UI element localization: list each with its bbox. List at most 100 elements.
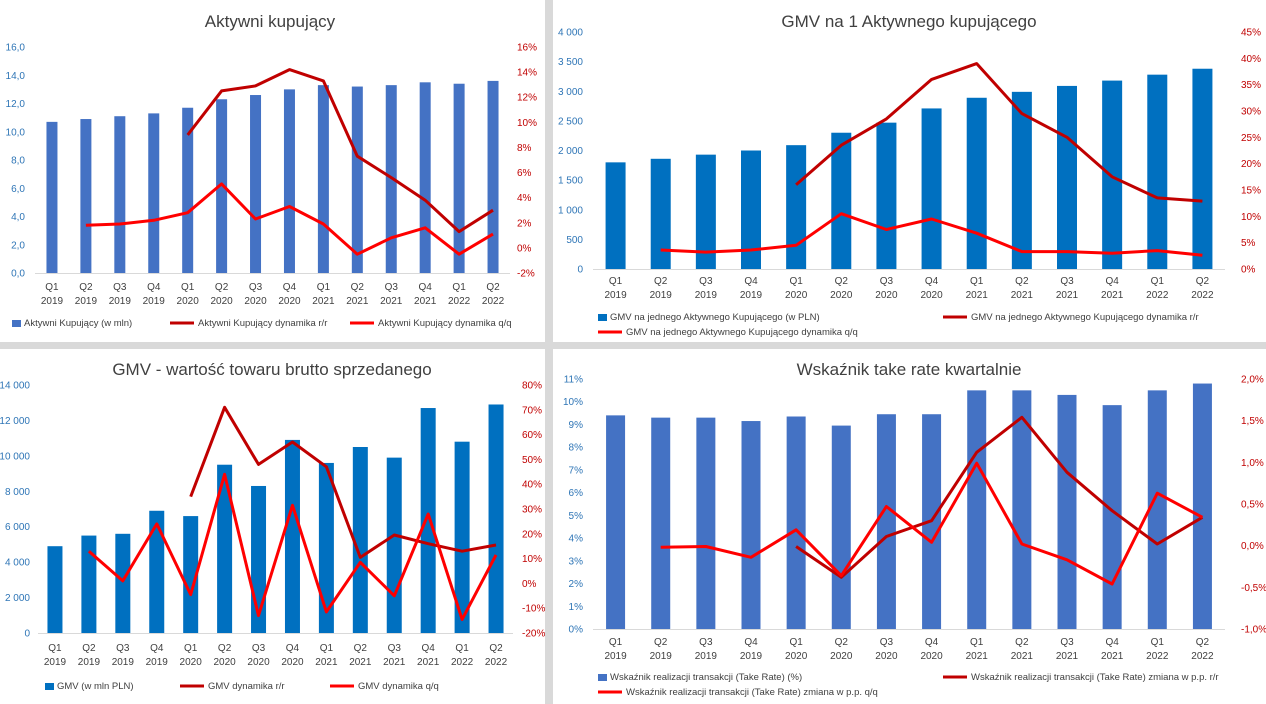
category-year-label: 2021 <box>383 657 406 668</box>
bar <box>352 447 368 633</box>
category-year-label: 2022 <box>485 657 508 668</box>
bar <box>1192 383 1212 629</box>
right-axis-tick: -1,0% <box>1241 625 1266 636</box>
legend-label: Wskaźnik realizacji transakcji (Take Rat… <box>626 687 878 698</box>
category-year-label: 2022 <box>451 657 474 668</box>
legend-label: GMV dynamika r/r <box>208 681 285 692</box>
left-axis-tick: 8 000 <box>5 487 30 498</box>
category-year-label: 2020 <box>785 651 808 662</box>
legend-label: GMV na jednego Aktywnego Kupującego dyna… <box>626 327 858 338</box>
bar <box>650 158 671 269</box>
category-quarter-label: Q3 <box>1060 637 1074 648</box>
category-year-label: 2019 <box>695 651 718 662</box>
left-axis-tick: 14 000 <box>0 381 30 392</box>
category-quarter-label: Q3 <box>116 643 130 654</box>
right-axis-tick: 25% <box>1241 133 1261 144</box>
category-quarter-label: Q2 <box>218 643 232 654</box>
left-axis-tick: 6% <box>569 488 584 499</box>
left-axis-tick: 0 <box>577 265 583 276</box>
category-year-label: 2021 <box>1101 651 1124 662</box>
legend-label: Aktywni Kupujący dynamika r/r <box>198 318 327 329</box>
category-quarter-label: Q2 <box>1015 276 1029 287</box>
category-quarter-label: Q1 <box>181 282 195 293</box>
category-year-label: 2021 <box>315 657 338 668</box>
category-year-label: 2019 <box>146 657 169 668</box>
category-quarter-label: Q3 <box>113 282 127 293</box>
left-axis-tick: 1 500 <box>558 176 583 187</box>
bar <box>351 86 363 273</box>
left-axis-tick: 2 000 <box>558 146 583 157</box>
right-axis-tick: 20% <box>1241 159 1261 170</box>
category-quarter-label: Q3 <box>699 276 713 287</box>
chart-title: Aktywni kupujący <box>205 12 336 31</box>
category-quarter-label: Q4 <box>283 282 297 293</box>
right-axis-tick: 10% <box>517 118 537 129</box>
bar <box>786 416 806 629</box>
left-axis-tick: 2% <box>569 579 584 590</box>
legend-label: GMV (w mln PLN) <box>57 681 134 692</box>
right-axis-tick: 1,5% <box>1241 416 1264 427</box>
line-yoy <box>795 62 1203 203</box>
right-axis-tick: 16% <box>517 43 537 54</box>
left-axis-tick: 10 000 <box>0 451 30 462</box>
left-axis-tick: 3% <box>569 556 584 567</box>
category-quarter-label: Q4 <box>744 276 758 287</box>
category-year-label: 2020 <box>875 651 898 662</box>
category-year-label: 2019 <box>44 657 67 668</box>
line-yoy <box>186 68 494 234</box>
category-quarter-label: Q3 <box>1060 276 1074 287</box>
bar <box>148 113 160 273</box>
category-quarter-label: Q1 <box>452 282 466 293</box>
left-axis-tick: 10,0 <box>6 127 26 138</box>
left-axis-tick: 4% <box>569 534 584 545</box>
category-quarter-label: Q2 <box>354 643 368 654</box>
right-axis-tick: 30% <box>522 505 542 516</box>
left-axis-tick: 4 000 <box>558 28 583 39</box>
bar <box>420 408 436 633</box>
left-axis-tick: 16,0 <box>6 43 26 54</box>
right-axis-tick: 2% <box>517 218 532 229</box>
bar <box>696 417 716 629</box>
bar <box>47 546 63 633</box>
left-axis-tick: 0 <box>24 629 30 640</box>
category-year-label: 2020 <box>278 296 301 307</box>
right-axis-tick: 30% <box>1241 107 1261 118</box>
bar <box>453 83 465 273</box>
category-quarter-label: Q2 <box>835 637 849 648</box>
left-axis-tick: 8% <box>569 443 584 454</box>
chart-active-buyers: Aktywni kupujący 0,0 2,0 4,0 6,0 8,0 10,0 12,0 1… <box>6 12 538 329</box>
category-quarter-label: Q3 <box>385 282 399 293</box>
bar <box>1147 390 1167 629</box>
right-axis-tick: -0,5% <box>1241 583 1266 594</box>
bar <box>183 516 199 633</box>
category-year-label: 2020 <box>247 657 270 668</box>
legend-label: Aktywni Kupujący (w mln) <box>24 318 132 329</box>
right-axis-tick: -10% <box>522 604 545 615</box>
left-axis-tick: 9% <box>569 420 584 431</box>
bar <box>966 97 987 269</box>
category-year-label: 2020 <box>213 657 236 668</box>
legend-label: Aktywni Kupujący dynamika q/q <box>378 318 512 329</box>
bar <box>876 414 896 629</box>
left-axis-tick: 6 000 <box>5 522 30 533</box>
category-year-label: 2021 <box>312 296 335 307</box>
bar <box>1012 390 1032 629</box>
category-quarter-label: Q1 <box>45 282 59 293</box>
bar <box>80 119 92 273</box>
right-axis-tick: 10% <box>522 554 542 565</box>
right-axis-tick: 15% <box>1241 186 1261 197</box>
category-quarter-label: Q2 <box>654 637 668 648</box>
left-axis-tick: 6,0 <box>11 184 25 195</box>
category-year-label: 2019 <box>75 296 98 307</box>
chart-title: Wskaźnik take rate kwartalnie <box>797 360 1022 379</box>
category-quarter-label: Q2 <box>835 276 849 287</box>
left-axis-tick: 3 500 <box>558 57 583 68</box>
right-axis-tick: 40% <box>1241 54 1261 65</box>
category-quarter-label: Q1 <box>320 643 334 654</box>
bar <box>114 116 126 274</box>
category-year-label: 2021 <box>380 296 403 307</box>
bar <box>217 464 233 633</box>
category-year-label: 2021 <box>1011 651 1034 662</box>
category-quarter-label: Q2 <box>489 643 503 654</box>
bar <box>921 108 942 270</box>
